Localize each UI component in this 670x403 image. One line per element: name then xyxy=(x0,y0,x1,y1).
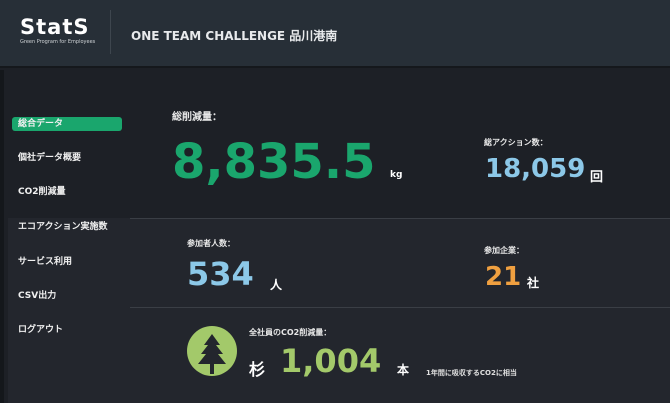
divider xyxy=(130,218,670,219)
logo[interactable]: StatS Green Program for Employees xyxy=(20,16,95,45)
total-reduction-value: 8,835.5 xyxy=(172,134,376,190)
sidebar-item-overview[interactable]: 総合データ xyxy=(12,117,122,131)
logo-tagline: Green Program for Employees xyxy=(20,39,96,45)
total-actions-unit: 回 xyxy=(590,170,604,185)
total-reduction-label: 総削減量： xyxy=(172,112,222,123)
logo-text: StatS xyxy=(20,15,90,39)
sidebar-item-company-summary[interactable]: 個社データ概要 xyxy=(18,153,82,163)
page-title: ONE TEAM CHALLENGE 品川港南 xyxy=(131,29,338,43)
trees-value: 1,004 xyxy=(280,342,382,380)
trees-prefix: 杉 xyxy=(249,360,266,379)
header-divider xyxy=(110,10,111,54)
sidebar: 総合データ 個社データ概要 CO2削減量 エコアクション実施数 サービス利用 C… xyxy=(0,70,130,403)
companies-unit: 社 xyxy=(527,276,540,290)
total-reduction-unit: kg xyxy=(390,170,403,180)
sidebar-item-service-usage[interactable]: サービス利用 xyxy=(18,257,73,267)
sidebar-item-logout[interactable]: ログアウト xyxy=(18,325,64,335)
participants-value: 534 xyxy=(187,255,254,293)
companies-value: 21 xyxy=(485,262,522,292)
tree-icon xyxy=(187,326,237,376)
lower-panel xyxy=(8,218,670,403)
sidebar-item-eco-actions[interactable]: エコアクション実施数 xyxy=(18,222,108,232)
participants-label: 参加者人数： xyxy=(187,239,235,248)
trees-label: 全社員のCO2削減量： xyxy=(249,328,332,337)
sidebar-item-csv-export[interactable]: CSV出力 xyxy=(18,291,57,301)
divider xyxy=(130,307,670,308)
total-actions-value: 18,059 xyxy=(485,154,586,184)
trees-note: 1年間に吸収するCO2に相当 xyxy=(426,369,517,377)
sidebar-item-co2-reduction[interactable]: CO2削減量 xyxy=(18,187,66,197)
trees-unit: 本 xyxy=(397,363,410,377)
participants-unit: 人 xyxy=(270,278,283,292)
header: StatS Green Program for Employees ONE TE… xyxy=(0,0,670,68)
companies-label: 参加企業： xyxy=(484,246,524,255)
total-actions-label: 総アクション数： xyxy=(484,138,548,147)
